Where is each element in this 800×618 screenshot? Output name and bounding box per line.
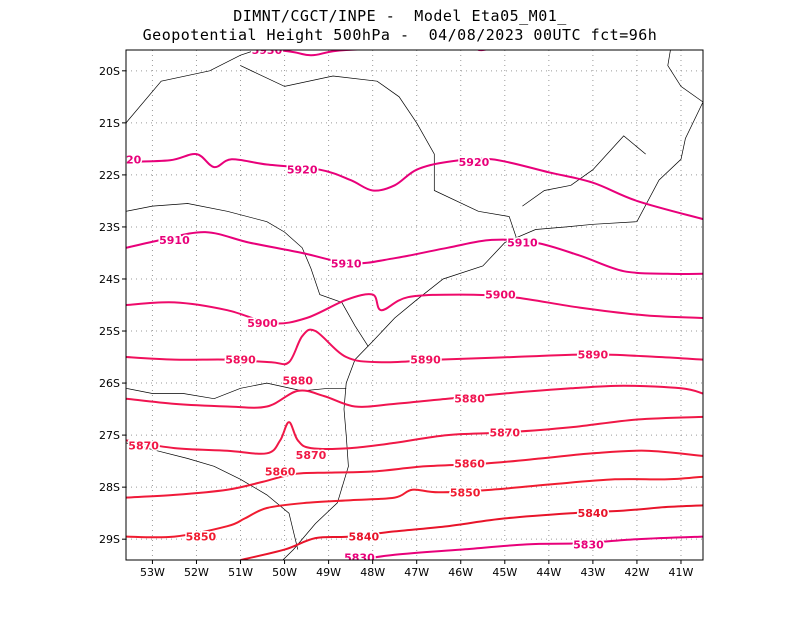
border-sp-mg: [126, 50, 258, 124]
contour-label-5870: 5870: [296, 449, 327, 462]
longitude-ticks: 53W 52W 51W 50W 49W 48W 47W 46W 45W 44W 43W 42W 41W: [140, 560, 694, 579]
contour-label-5890: 5890: [578, 348, 609, 361]
x-tick-label: 41W: [669, 566, 694, 579]
height-contours: [126, 50, 703, 560]
border-coastline: [282, 101, 703, 560]
x-tick-label: 43W: [580, 566, 605, 579]
contour-label-5910: 5910: [507, 237, 538, 250]
contour-label-5900: 5900: [485, 289, 516, 302]
y-tick-label: 22S: [99, 169, 120, 182]
contour-5880: [126, 384, 703, 409]
contour-5900: [126, 293, 703, 325]
contour-label-5870: 5870: [489, 427, 520, 440]
y-tick-label: 28S: [99, 481, 120, 494]
contour-5860: [126, 449, 703, 499]
x-tick-label: 44W: [536, 566, 561, 579]
contour-5930: [263, 50, 489, 57]
x-tick-label: 46W: [448, 566, 473, 579]
contour-label-5830: 5830: [344, 551, 375, 564]
map-frame: [125, 49, 704, 561]
x-tick-label: 50W: [272, 566, 297, 579]
contour-label-5890: 5890: [410, 354, 441, 367]
contour-label-5860: 5860: [265, 466, 296, 479]
contour-5920: [126, 152, 703, 221]
map-title-line-1: DIMNT/CGCT/INPE - Model Eta05_M01_: [233, 7, 567, 25]
x-tick-label: 45W: [492, 566, 517, 579]
x-tick-label: 47W: [404, 566, 429, 579]
contour-label-5890: 5890: [225, 354, 256, 367]
latitude-ticks: 20S 21S 22S 23S 24S 25S 26S 27S 28S 29S: [99, 65, 126, 546]
border-mg-es: [667, 50, 703, 103]
y-tick-label: 23S: [99, 221, 120, 234]
contour-label-5850: 5850: [186, 531, 217, 544]
y-tick-label: 24S: [99, 273, 120, 286]
x-tick-label: 53W: [140, 566, 165, 579]
contour-label-5880: 5880: [282, 374, 313, 387]
x-tick-label: 48W: [360, 566, 385, 579]
y-tick-label: 25S: [99, 325, 120, 338]
contour-label-5930: 5930: [252, 44, 283, 57]
contour-5870: [126, 415, 703, 455]
x-tick-label: 49W: [316, 566, 341, 579]
border-sc-rs: [126, 442, 299, 550]
contour-labels: 5930 5920 5920 5920 5910 5910 5910 5900 5900 5890…: [111, 44, 610, 564]
contour-label-5900: 5900: [247, 317, 278, 330]
contour-label-5910: 5910: [159, 234, 190, 247]
contour-5850: [126, 475, 703, 539]
political-borders: [126, 50, 703, 560]
contour-5840: [240, 504, 703, 560]
contour-label-5840: 5840: [349, 531, 380, 544]
contour-label-5850: 5850: [450, 486, 481, 499]
border-mg-rj: [522, 135, 646, 207]
contour-label-5840: 5840: [578, 507, 609, 520]
contour-label-5920: 5920: [111, 153, 142, 166]
grid-lines: [126, 50, 703, 560]
x-tick-label: 51W: [228, 566, 253, 579]
border-pr-sc: [126, 382, 347, 400]
contour-label-5910: 5910: [331, 257, 362, 270]
y-tick-label: 21S: [99, 117, 120, 130]
contour-label-5880: 5880: [454, 393, 485, 406]
x-tick-label: 52W: [184, 566, 209, 579]
y-tick-label: 20S: [99, 65, 120, 78]
border-sp-mg-2: [240, 65, 519, 243]
contour-5890: [126, 328, 703, 366]
map-title-line-2: Geopotential Height 500hPa - 04/08/2023 …: [142, 26, 658, 44]
contour-label-5860: 5860: [454, 458, 485, 471]
x-tick-label: 42W: [624, 566, 649, 579]
y-tick-label: 29S: [99, 533, 120, 546]
contour-label-5830: 5830: [573, 538, 604, 551]
contour-5830: [348, 535, 703, 560]
border-pr-sp: [126, 203, 369, 347]
y-tick-label: 26S: [99, 377, 120, 390]
y-tick-label: 27S: [99, 429, 120, 442]
contour-label-5870: 5870: [128, 440, 159, 453]
contour-label-5920: 5920: [459, 156, 490, 169]
contour-label-5920: 5920: [287, 164, 318, 177]
contour-5910: [126, 231, 703, 275]
